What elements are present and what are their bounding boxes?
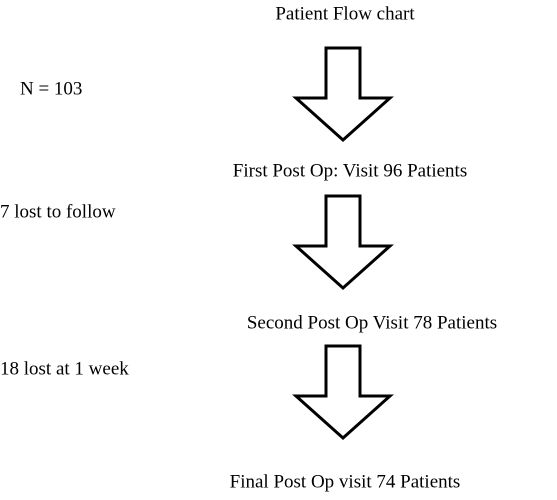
down-arrow xyxy=(292,46,394,143)
note: 7 lost to follow xyxy=(0,201,116,222)
note: 18 lost at 1 week xyxy=(0,358,129,379)
down-arrow xyxy=(292,194,394,291)
step: Final Post Op visit 74 Patients xyxy=(230,471,461,492)
title: Patient Flow chart xyxy=(275,3,415,24)
step: Second Post Op Visit 78 Patients xyxy=(247,312,497,333)
note: N = 103 xyxy=(20,78,82,99)
step: First Post Op: Visit 96 Patients xyxy=(233,160,467,181)
down-arrow xyxy=(292,344,394,441)
